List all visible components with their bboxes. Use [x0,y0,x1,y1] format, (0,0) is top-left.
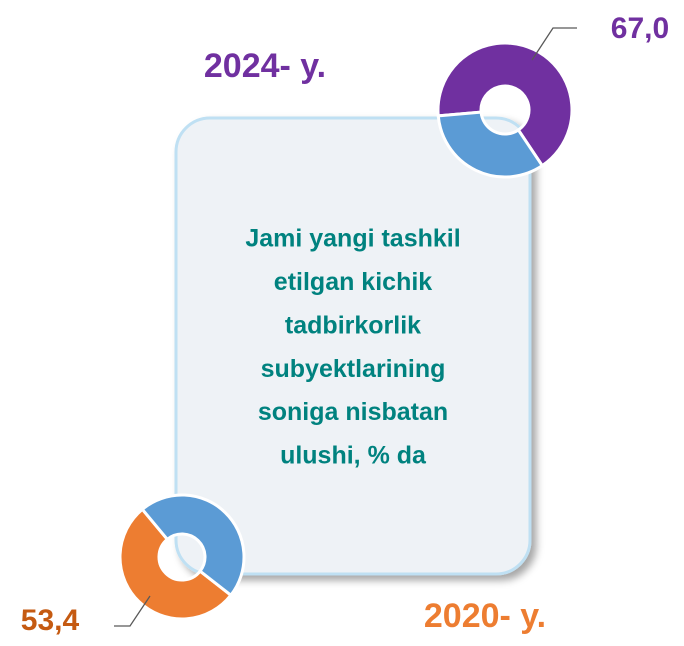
leader-line [114,595,151,627]
center-text: etilgan kichik [274,268,432,296]
center-text: Jami yangi tashkil [245,225,460,253]
donut-segment [436,110,545,179]
center-text: tadbirkorlik [285,311,421,339]
center-text: ulushi, % da [280,442,427,470]
center-box [174,116,532,576]
donut-segment [436,41,574,168]
value-label: 53,4 [21,604,80,637]
donut-segment [118,507,233,621]
center-text: subyektlarining [261,355,446,383]
center-text: soniga nisbatan [258,398,448,426]
leader-line [531,27,577,61]
value-label: 67,0 [611,12,669,45]
donut-segment [140,493,246,598]
year-label: 2024- y. [204,47,326,85]
year-label: 2020- y. [424,597,546,635]
